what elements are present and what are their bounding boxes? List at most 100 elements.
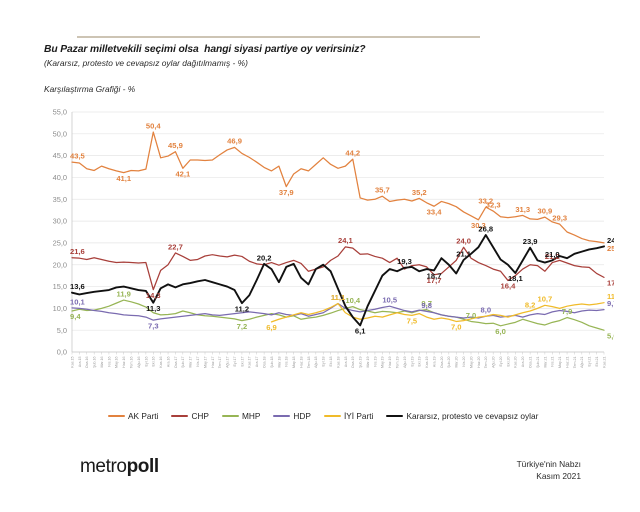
data-point-label: 20,2: [257, 253, 272, 262]
data-point-label: 7,2: [237, 322, 248, 331]
x-axis-tick-label: Haz.16: [122, 357, 126, 368]
data-point-label: 6,9: [266, 323, 277, 332]
footer-meta: Türkiye'nin Nabzı Kasım 2021: [517, 458, 581, 482]
data-point-label: 14,3: [146, 291, 161, 300]
data-point-label: 24,1: [338, 236, 354, 245]
legend-item-iyi_parti[interactable]: İYİ Parti: [323, 411, 374, 421]
y-axis-tick-label: 40,0: [53, 173, 67, 182]
legend-swatch-icon-chp: [171, 414, 189, 418]
x-axis-tick-label: Oca.21: [529, 357, 533, 369]
legend-item-ak_parti[interactable]: AK Parti: [108, 412, 158, 420]
y-axis-tick-label: 15,0: [53, 282, 67, 291]
data-point-label: 11,1: [331, 293, 346, 302]
x-axis-tick-label: Mar.17: [189, 357, 193, 368]
x-axis-tick-label: Ara.18: [344, 357, 348, 368]
x-axis-tick-label: Kas.15: [70, 357, 74, 368]
legend-label-mhp: MHP: [241, 411, 261, 421]
legend-swatch-icon-hdp: [273, 414, 291, 418]
chart-legend: AK Parti CHP MHP HDP İYİ Parti Kararsız, prot…: [108, 412, 578, 420]
x-axis-tick-label: Haz.19: [388, 357, 392, 368]
chart-header: Bu Pazar milletvekili seçimi olsa hangi …: [44, 44, 604, 68]
data-point-label: 7,0: [466, 311, 477, 320]
data-point-label: 35,7: [375, 186, 390, 195]
x-axis-tick-label: Haz.20: [477, 357, 481, 368]
footer-meta-line2: Kasım 2021: [536, 471, 581, 482]
data-point-label: 26,8: [478, 224, 493, 233]
x-axis-tick-label: Nis.21: [551, 356, 555, 366]
legend-swatch-icon-mhp: [221, 414, 239, 418]
x-axis-tick-label: Mar.18: [277, 357, 281, 368]
data-point-label: 30,3: [471, 221, 486, 230]
data-point-label: 23,9: [523, 237, 538, 246]
data-point-label: 13,6: [70, 282, 85, 291]
data-point-label: 33,2: [478, 197, 493, 206]
x-axis-tick-label: Tem.20: [484, 357, 488, 369]
y-axis-tick-label: 45,0: [53, 151, 67, 160]
x-axis-tick-label: Şub.19: [359, 356, 363, 367]
series-line-kararsız: [71, 234, 605, 327]
data-point-label: 11,3: [146, 304, 160, 313]
data-point-label: 8,2: [525, 300, 536, 309]
legend-item-mhp[interactable]: MHP: [221, 411, 261, 421]
data-point-label: 21,1: [456, 249, 472, 258]
legend-swatch-icon-iyi_parti: [323, 414, 341, 418]
data-point-label: 11,1: [331, 293, 346, 302]
x-axis-tick-label: Oca.20: [440, 357, 444, 369]
y-axis-tick-label: 25,0: [53, 239, 67, 248]
data-point-label: 19,3: [397, 257, 412, 266]
data-point-label: 11,3: [607, 292, 614, 301]
data-point-label: 37,9: [279, 188, 294, 197]
legend-item-chp[interactable]: CHP: [171, 412, 209, 420]
line-chart: 0,0 5,0 10,0 15,0 20,0 25,0 30,0 35,0 40,0 45,0 50…: [30, 104, 614, 404]
data-point-label: 44,2: [345, 149, 360, 158]
x-axis-tick-label: Tem.17: [218, 357, 222, 369]
x-axis-tick-label: Eyl.16: [144, 357, 148, 367]
data-point-label: 17,7: [427, 276, 442, 285]
x-axis-tick-label: Oca.17: [174, 357, 178, 369]
x-axis-tick-label: Şub.20: [447, 356, 451, 367]
data-point-label: 9,4: [70, 312, 81, 321]
legend-swatch-icon-kararsiz: [386, 414, 404, 418]
x-axis-tick-label: Kas.19: [425, 357, 429, 368]
legend-item-hdp[interactable]: HDP: [273, 412, 311, 420]
data-point-label: 6,1: [355, 327, 366, 336]
x-axis-tick-label: Kas.20: [514, 357, 518, 368]
data-point-label: 21,2: [545, 252, 560, 261]
y-axis-tick-label: 10,0: [53, 304, 67, 313]
y-axis-tick-label: 55,0: [53, 108, 67, 117]
x-axis-tick-label: Mar.20: [455, 357, 459, 368]
data-point-label: 10,5: [382, 296, 398, 305]
y-axis-tick-label: 30,0: [53, 217, 67, 226]
data-point-label: 33,4: [427, 207, 443, 216]
data-point-label: 9,7: [607, 299, 614, 308]
x-axis-tick-label: Eki.20: [506, 357, 510, 367]
legend-label-hdp: HDP: [293, 411, 311, 421]
top-divider-rule: [77, 36, 480, 38]
x-axis-tick-label: Tem.16: [130, 357, 134, 369]
data-point-label: 8,0: [480, 306, 491, 315]
x-axis-tick-label: Ara.16: [166, 357, 170, 368]
x-axis-tick-label: Şub.21: [536, 356, 540, 367]
data-point-label: 24,2: [607, 236, 614, 245]
data-point-label: 5,0: [607, 331, 614, 340]
data-point-label: 24,0: [456, 237, 471, 246]
x-axis-tick-label: Ara.17: [255, 357, 259, 368]
legend-label-ak_parti: AK Parti: [128, 411, 159, 421]
data-point-label: 30,9: [537, 207, 552, 216]
legend-item-kararsiz[interactable]: Kararsız, protesto ve cevapsız oylar: [386, 412, 538, 420]
legend-label-iyi_parti: İYİ Parti: [343, 411, 374, 421]
x-axis-tick-label: Ara.19: [432, 357, 436, 368]
x-axis-tick-label: Ağu.17: [226, 356, 230, 367]
data-point-label: 18,7: [427, 272, 442, 281]
x-axis-tick-label: Mar.21: [543, 357, 547, 368]
x-axis-tick-label: Mar.16: [100, 357, 104, 368]
data-point-label: 17,1: [607, 279, 614, 288]
data-point-label: 43,5: [70, 152, 86, 161]
data-point-label: 35,2: [412, 188, 427, 197]
data-point-label: 7,0: [451, 323, 462, 332]
x-axis-tick-label: Ağu.21: [580, 356, 584, 367]
data-point-label: 7,3: [148, 321, 159, 330]
x-axis-tick-label: Eki.16: [152, 357, 156, 367]
x-axis-tick-label: Ağu.19: [403, 356, 407, 367]
